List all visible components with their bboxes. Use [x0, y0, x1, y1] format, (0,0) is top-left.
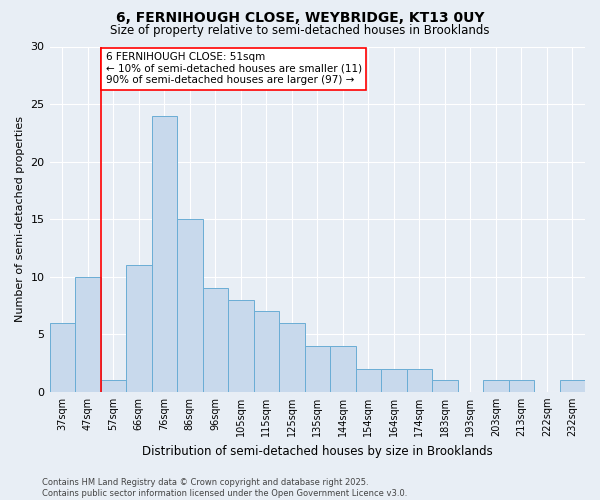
Bar — [75, 276, 101, 392]
X-axis label: Distribution of semi-detached houses by size in Brooklands: Distribution of semi-detached houses by … — [142, 444, 493, 458]
Bar — [279, 322, 305, 392]
Bar — [432, 380, 458, 392]
Bar — [509, 380, 534, 392]
Bar — [305, 346, 330, 392]
Bar — [50, 322, 75, 392]
Bar — [203, 288, 228, 392]
Bar — [560, 380, 585, 392]
Bar — [101, 380, 126, 392]
Text: 6 FERNIHOUGH CLOSE: 51sqm
← 10% of semi-detached houses are smaller (11)
90% of : 6 FERNIHOUGH CLOSE: 51sqm ← 10% of semi-… — [106, 52, 362, 86]
Bar — [356, 369, 381, 392]
Bar — [381, 369, 407, 392]
Bar — [407, 369, 432, 392]
Text: 6, FERNIHOUGH CLOSE, WEYBRIDGE, KT13 0UY: 6, FERNIHOUGH CLOSE, WEYBRIDGE, KT13 0UY — [116, 11, 484, 25]
Text: Contains HM Land Registry data © Crown copyright and database right 2025.
Contai: Contains HM Land Registry data © Crown c… — [42, 478, 407, 498]
Bar — [330, 346, 356, 392]
Bar — [152, 116, 177, 392]
Bar — [254, 311, 279, 392]
Bar — [126, 265, 152, 392]
Bar — [228, 300, 254, 392]
Bar — [483, 380, 509, 392]
Bar — [177, 219, 203, 392]
Y-axis label: Number of semi-detached properties: Number of semi-detached properties — [15, 116, 25, 322]
Text: Size of property relative to semi-detached houses in Brooklands: Size of property relative to semi-detach… — [110, 24, 490, 37]
